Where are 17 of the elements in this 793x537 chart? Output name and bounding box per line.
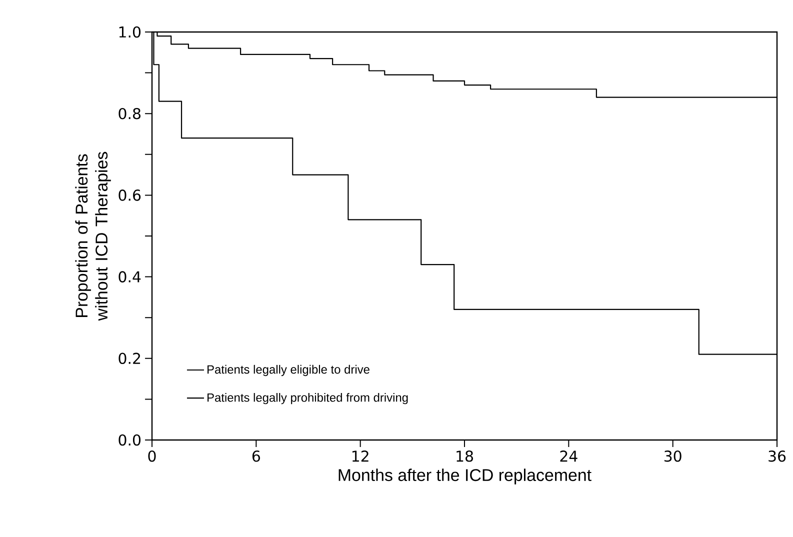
x-tick-label: 18 (456, 450, 473, 462)
y-tick-label: 0.2 (118, 352, 140, 364)
y-tick-label: 0.8 (118, 108, 140, 120)
x-tick-label: 30 (664, 450, 682, 462)
x-tick-label: 36 (768, 450, 786, 462)
y-tick-label: 1.0 (119, 26, 141, 38)
y-tick-label: 0.4 (118, 271, 141, 282)
x-tick-label: 24 (560, 450, 578, 462)
x-axis-title: Months after the ICD replacement (338, 468, 592, 484)
legend-label: Patients legally eligible to drive (208, 364, 370, 376)
y-tick-label: 0.0 (118, 434, 141, 446)
x-tick-label: 0 (148, 450, 156, 462)
y-axis-title: Proportion of Patients without ICD Therapies (75, 152, 111, 321)
y-tick-label: 0.6 (118, 190, 141, 201)
legend-label: Patients legally prohibited from driving (208, 393, 408, 404)
x-tick-label: 6 (252, 450, 260, 462)
x-tick-label: 12 (352, 450, 368, 462)
